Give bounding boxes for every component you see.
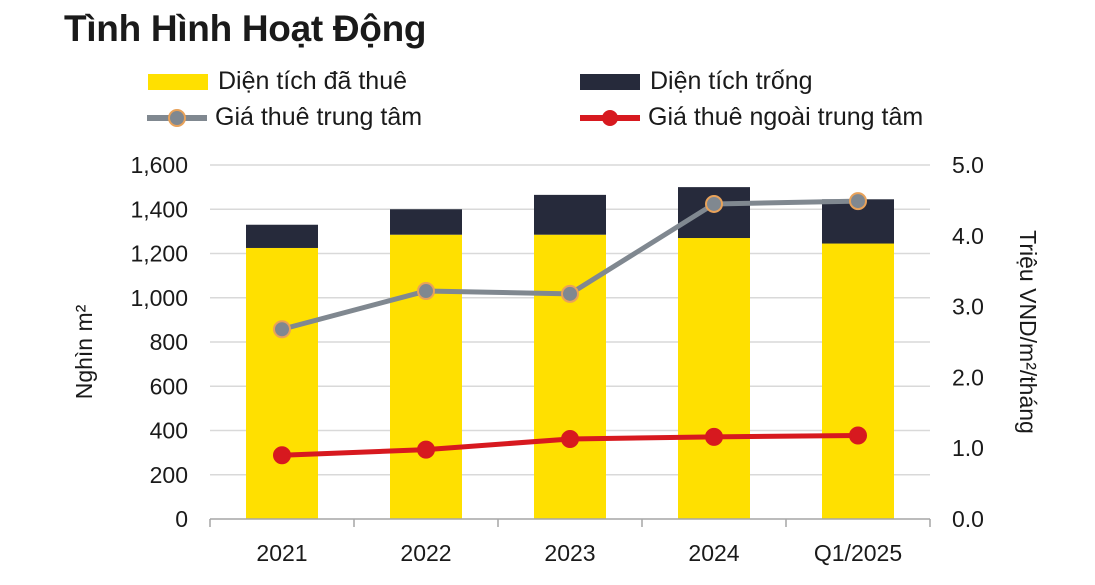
legend-swatch-noncbd-rent [580, 109, 640, 126]
y-tick-label: 1,600 [130, 152, 188, 178]
legend-label-cbd-rent: Giá thuê trung tâm [215, 103, 423, 131]
point-cbd-rent [417, 282, 435, 301]
legend-label-vacant: Diện tích trống [650, 67, 813, 95]
bar-vacant [246, 224, 318, 248]
legend-swatch-leased [148, 73, 208, 90]
legend-entry-noncbd-rent: Giá thuê ngoài trung tâm [578, 103, 923, 132]
y2-tick-label: 3.0 [952, 294, 984, 320]
bar-leased [822, 243, 894, 519]
y2-axis-title: Triệu VND/m²/tháng [1015, 230, 1041, 434]
chart-title: Tình Hình Hoạt Động [64, 8, 427, 49]
point-cbd-rent [849, 192, 867, 211]
y-axis-title: Nghìn m² [71, 304, 97, 399]
y2-tick-label: 0.0 [952, 506, 984, 532]
y-tick-label: 1,200 [130, 241, 188, 267]
x-tick-label: 2023 [544, 540, 595, 566]
bar-leased [534, 234, 606, 519]
point-noncbd-rent [417, 440, 435, 459]
legend-swatch-cbd-rent [147, 108, 207, 127]
legend-swatch-vacant [580, 73, 640, 90]
y-tick-label: 800 [150, 329, 188, 355]
y2-tick-label: 5.0 [952, 152, 984, 178]
x-tick-label: 2022 [400, 540, 451, 566]
legend-entry-vacant: Diện tích trống [580, 67, 813, 96]
bar-leased [390, 234, 462, 519]
y2-tick-label: 4.0 [952, 223, 984, 249]
point-noncbd-rent [561, 429, 579, 448]
bar-vacant [534, 194, 606, 235]
y-tick-label: 0 [175, 506, 188, 532]
point-noncbd-rent [273, 446, 291, 465]
point-cbd-rent [561, 284, 579, 303]
y-tick-label: 1,000 [130, 285, 188, 311]
bar-vacant [390, 209, 462, 235]
legend-entry-leased: Diện tích đã thuê [148, 67, 407, 96]
bar-leased [246, 247, 318, 519]
bar-leased [678, 238, 750, 519]
legend-entry-cbd-rent: Giá thuê trung tâm [145, 103, 422, 132]
point-noncbd-rent [849, 426, 867, 445]
legend-label-noncbd-rent: Giá thuê ngoài trung tâm [648, 103, 924, 131]
y-tick-label: 600 [150, 373, 188, 399]
y-tick-label: 200 [150, 462, 188, 488]
x-tick-label: 2024 [688, 540, 739, 566]
x-tick-label: 2021 [256, 540, 307, 566]
point-noncbd-rent [705, 427, 723, 446]
y-tick-label: 1,400 [130, 196, 188, 222]
x-tick-label: Q1/2025 [814, 540, 902, 566]
legend-label-leased: Diện tích đã thuê [218, 67, 408, 95]
point-cbd-rent [273, 320, 291, 339]
y2-tick-label: 1.0 [952, 435, 984, 461]
y-tick-label: 400 [150, 418, 188, 444]
point-cbd-rent [705, 194, 723, 213]
y2-tick-label: 2.0 [952, 364, 984, 390]
